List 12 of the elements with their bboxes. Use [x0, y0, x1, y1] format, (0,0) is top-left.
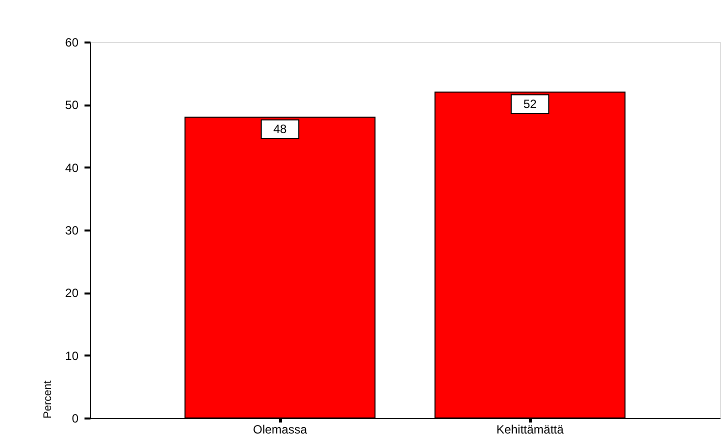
y-tick-label: 0 [72, 412, 79, 426]
x-tick-label: Kehittämättä [496, 422, 564, 436]
y-tick-label: 20 [65, 286, 79, 300]
y-tick-label: 40 [65, 160, 79, 175]
data-label: 48 [273, 122, 287, 136]
y-tick-label: 50 [65, 98, 79, 112]
y-tick-label: 60 [65, 36, 79, 50]
x-tick-label: Olemassa [252, 422, 308, 436]
y-axis-title: Percent [42, 380, 54, 418]
data-label: 52 [523, 97, 537, 112]
y-tick-label: 10 [65, 348, 79, 363]
y-tick-label: 30 [65, 224, 79, 238]
